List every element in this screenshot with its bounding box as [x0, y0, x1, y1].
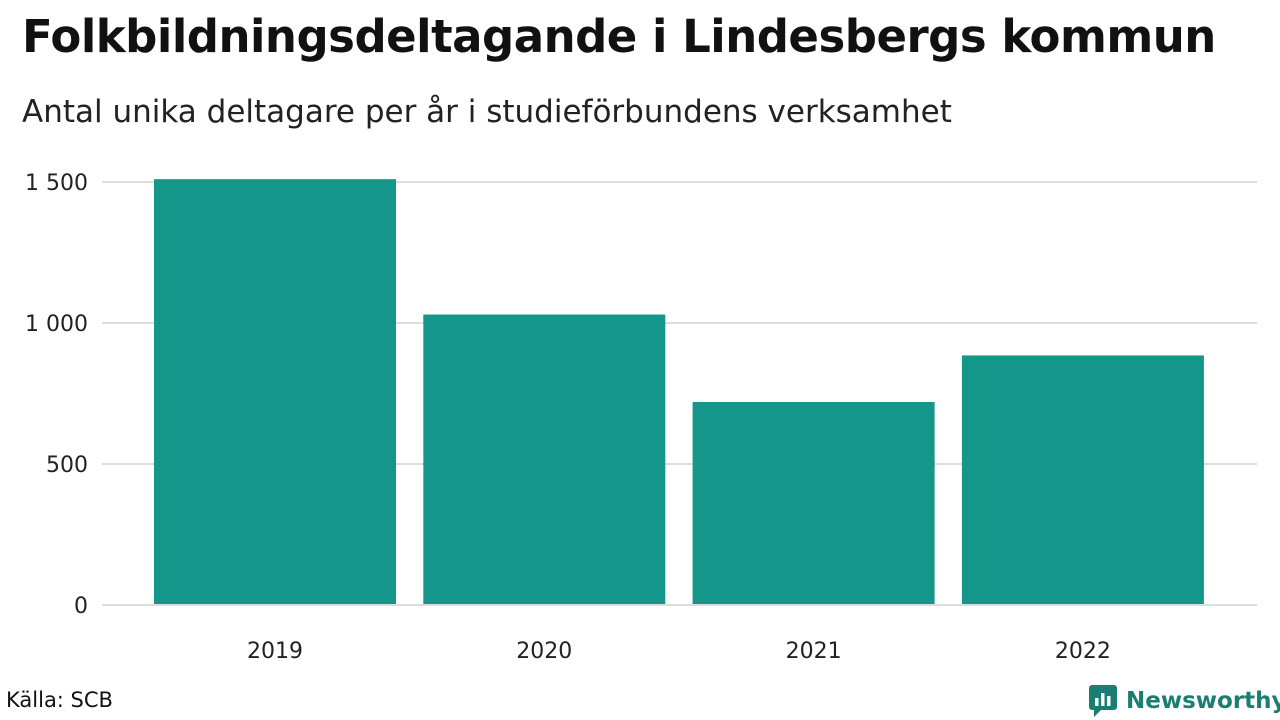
bar: [154, 179, 396, 605]
bar: [692, 401, 935, 605]
source-note: Källa: SCB: [6, 688, 113, 712]
bar: [961, 355, 1204, 605]
x-tick-label: 2020: [516, 639, 572, 664]
chart-subtitle: Antal unika deltagare per år i studieför…: [22, 94, 952, 130]
brand-name: Newsworthy: [1126, 688, 1280, 714]
x-tick-label: 2021: [786, 639, 842, 664]
chart-title: Folkbildningsdeltagande i Lindesbergs ko…: [22, 10, 1216, 63]
x-tick-label: 2022: [1055, 639, 1111, 664]
x-tick-label: 2019: [247, 639, 303, 664]
y-tick-label: 1 500: [25, 171, 88, 196]
y-tick-label: 1 000: [25, 312, 88, 337]
bar: [423, 314, 666, 605]
bar-chart: 0 500 1 000 1 500 2019 2020 2021 2022: [25, 171, 1257, 664]
y-tick-label: 0: [74, 594, 88, 619]
newsworthy-icon: [1089, 685, 1117, 717]
y-tick-label: 500: [46, 453, 88, 478]
brand-logo: Newsworthy: [1088, 684, 1280, 718]
